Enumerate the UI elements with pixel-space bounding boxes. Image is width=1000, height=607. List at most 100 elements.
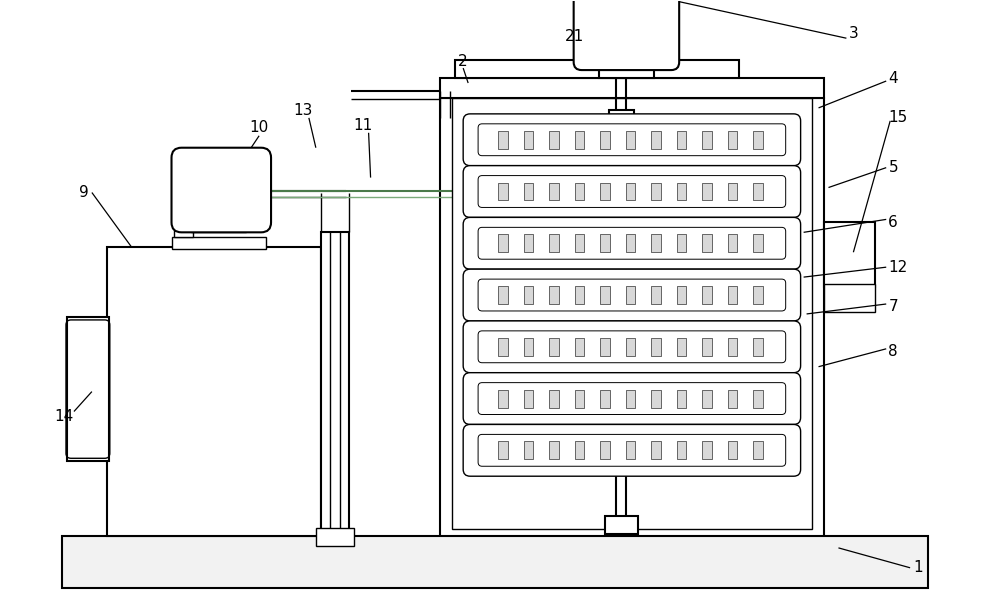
Text: 6: 6 xyxy=(888,215,898,230)
Bar xyxy=(600,183,610,200)
Bar xyxy=(651,131,661,149)
Text: 7: 7 xyxy=(888,299,898,314)
Bar xyxy=(753,131,763,149)
Bar xyxy=(702,441,712,459)
Text: 4: 4 xyxy=(888,70,898,86)
Bar xyxy=(677,390,686,407)
Bar xyxy=(626,234,635,253)
Bar xyxy=(651,441,661,459)
Bar xyxy=(600,390,610,407)
Bar xyxy=(605,516,638,534)
Bar xyxy=(498,131,508,149)
FancyBboxPatch shape xyxy=(574,0,679,70)
Bar xyxy=(702,131,712,149)
Bar xyxy=(626,441,635,459)
Bar xyxy=(498,390,508,407)
FancyBboxPatch shape xyxy=(463,269,801,321)
Bar xyxy=(174,222,193,237)
Bar xyxy=(498,286,508,304)
Bar xyxy=(452,98,812,529)
Bar xyxy=(728,234,737,253)
Bar xyxy=(172,237,266,249)
FancyBboxPatch shape xyxy=(463,321,801,373)
Bar xyxy=(549,286,559,304)
Bar xyxy=(575,441,584,459)
FancyBboxPatch shape xyxy=(463,166,801,217)
Bar xyxy=(316,528,354,546)
Bar xyxy=(575,390,584,407)
Bar xyxy=(626,183,635,200)
Bar xyxy=(549,183,559,200)
Bar xyxy=(575,131,584,149)
Bar xyxy=(728,338,737,356)
Bar xyxy=(753,234,763,253)
Bar xyxy=(524,183,533,200)
Bar xyxy=(753,286,763,304)
Bar xyxy=(651,234,661,253)
Text: 10: 10 xyxy=(249,120,269,135)
Text: 2: 2 xyxy=(458,53,468,69)
Bar xyxy=(549,234,559,253)
Bar xyxy=(626,286,635,304)
Bar xyxy=(677,131,686,149)
FancyBboxPatch shape xyxy=(478,331,786,363)
Bar xyxy=(702,338,712,356)
Bar xyxy=(498,183,508,200)
Bar xyxy=(728,441,737,459)
Bar xyxy=(67,317,109,461)
Text: 13: 13 xyxy=(293,103,313,118)
Bar xyxy=(702,183,712,200)
FancyBboxPatch shape xyxy=(463,217,801,269)
Bar xyxy=(498,338,508,356)
Bar xyxy=(824,222,875,287)
FancyBboxPatch shape xyxy=(478,228,786,259)
Bar xyxy=(549,441,559,459)
Bar xyxy=(600,234,610,253)
Bar xyxy=(728,286,737,304)
Bar xyxy=(600,131,610,149)
Bar xyxy=(626,390,635,407)
Bar xyxy=(524,338,533,356)
Bar xyxy=(651,183,661,200)
Bar xyxy=(440,78,824,98)
Bar xyxy=(575,286,584,304)
Bar xyxy=(440,98,824,541)
FancyBboxPatch shape xyxy=(463,424,801,476)
Bar xyxy=(62,536,928,588)
Bar xyxy=(549,338,559,356)
Bar xyxy=(626,338,635,356)
Bar xyxy=(728,183,737,200)
Text: 1: 1 xyxy=(913,560,923,575)
Text: 12: 12 xyxy=(889,260,908,274)
Bar xyxy=(626,131,635,149)
Text: 11: 11 xyxy=(353,118,372,134)
FancyBboxPatch shape xyxy=(478,175,786,208)
Bar xyxy=(728,131,737,149)
Bar xyxy=(600,286,610,304)
Text: 9: 9 xyxy=(79,185,89,200)
Text: 21: 21 xyxy=(565,29,584,44)
Bar xyxy=(753,441,763,459)
FancyBboxPatch shape xyxy=(463,373,801,424)
Bar xyxy=(677,441,686,459)
Bar xyxy=(549,131,559,149)
Bar xyxy=(524,441,533,459)
Bar xyxy=(651,338,661,356)
Bar xyxy=(600,441,610,459)
Bar xyxy=(702,234,712,253)
Bar xyxy=(575,338,584,356)
Text: 15: 15 xyxy=(889,110,908,126)
Bar xyxy=(677,286,686,304)
Text: 5: 5 xyxy=(888,160,898,175)
Bar xyxy=(524,390,533,407)
Bar xyxy=(728,390,737,407)
Bar xyxy=(524,131,533,149)
Bar xyxy=(599,62,654,78)
Bar xyxy=(498,234,508,253)
Bar xyxy=(651,286,661,304)
Bar xyxy=(191,225,246,232)
Text: 8: 8 xyxy=(888,344,898,359)
Bar xyxy=(575,234,584,253)
FancyBboxPatch shape xyxy=(478,279,786,311)
FancyBboxPatch shape xyxy=(478,435,786,466)
